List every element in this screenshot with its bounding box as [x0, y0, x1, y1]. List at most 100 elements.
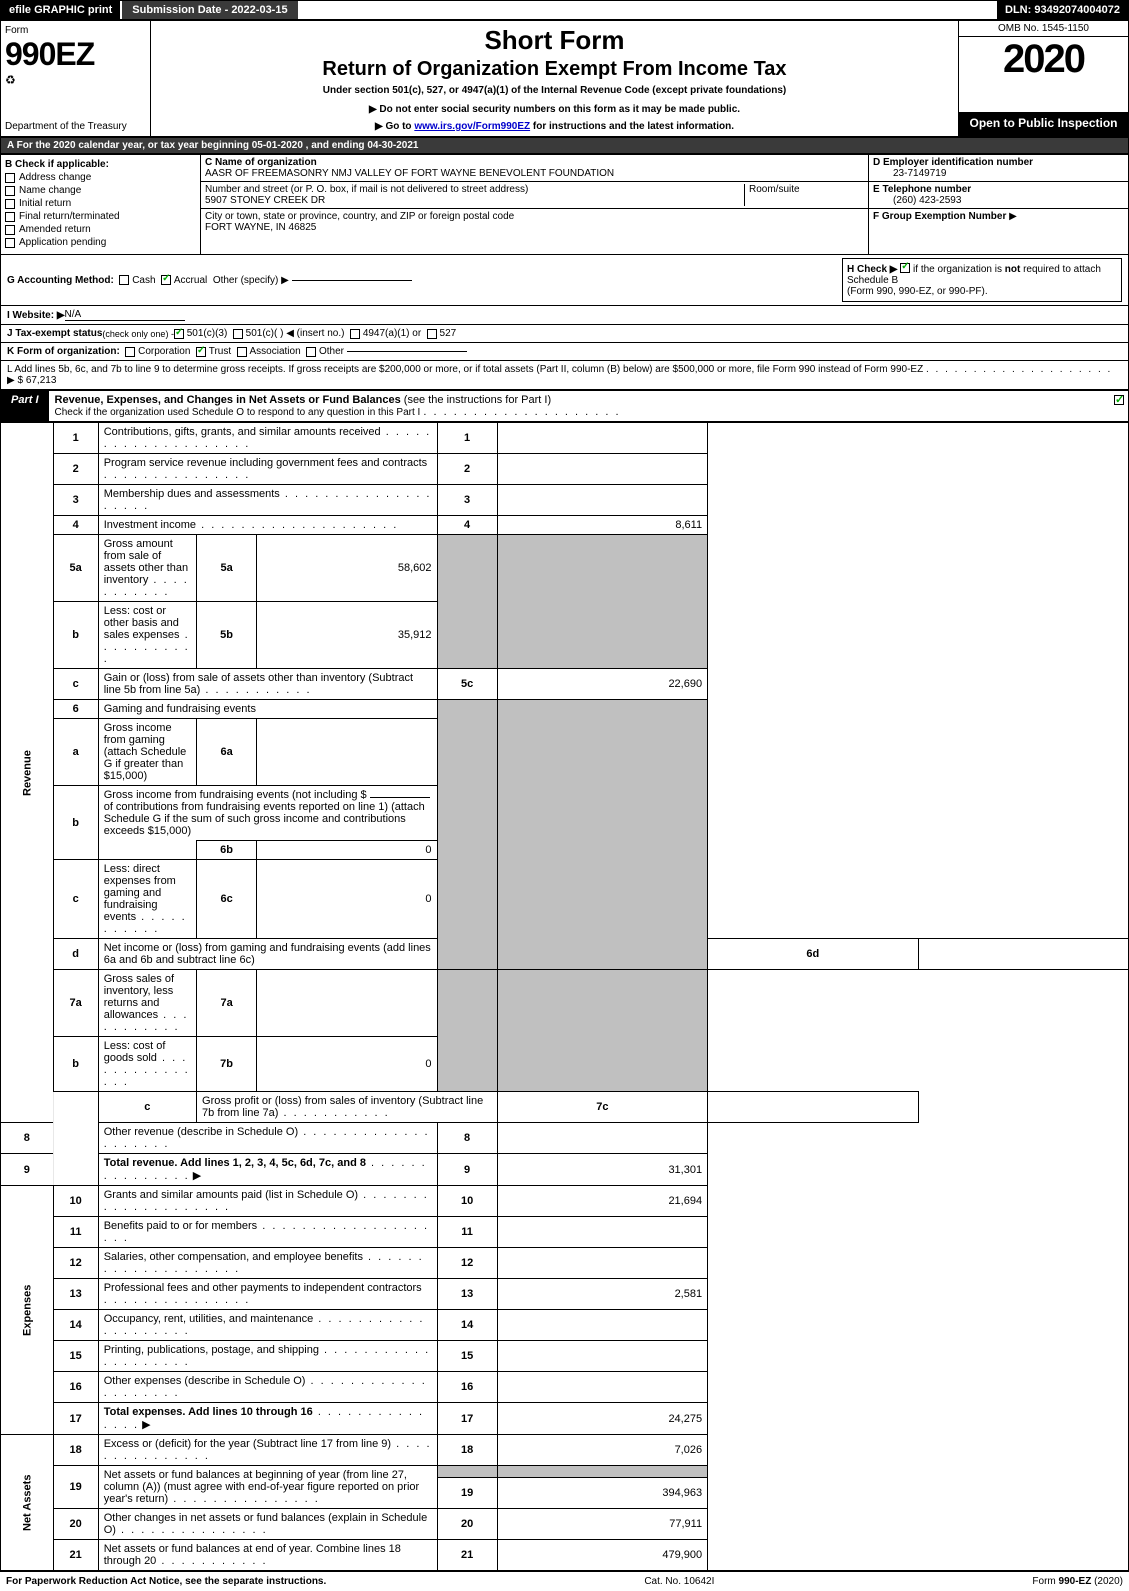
irs-gov-link[interactable]: www.irs.gov/Form990EZ	[414, 121, 530, 132]
inner-label: 7a	[197, 970, 257, 1037]
line-val: 394,963	[497, 1477, 707, 1508]
revenue-side-cont	[53, 1092, 98, 1186]
line-val: 24,275	[497, 1403, 707, 1435]
j-501c-checkbox[interactable]	[233, 329, 243, 339]
line-col: 5c	[437, 669, 497, 700]
line-desc: Salaries, other compensation, and employ…	[104, 1251, 363, 1263]
line-desc: Gross income from gaming (attach Schedul…	[104, 722, 187, 782]
name-change-checkbox[interactable]	[5, 186, 15, 196]
line-col: 18	[437, 1435, 497, 1466]
inner-val: 0	[257, 1037, 437, 1092]
revenue-side-label: Revenue	[1, 423, 54, 1123]
g-h-row: G Accounting Method: Cash ✓ Accrual Othe…	[0, 255, 1129, 306]
line-val	[497, 485, 707, 516]
application-pending-label: Application pending	[19, 237, 106, 248]
initial-return-checkbox[interactable]	[5, 199, 15, 209]
part1-schedule-o-checkbox[interactable]: ✓	[1114, 395, 1124, 405]
grey-cell	[437, 970, 497, 1092]
k-label: K Form of organization:	[7, 346, 120, 357]
line-val	[497, 423, 707, 454]
irs-recycle-icon: ♻	[5, 73, 146, 87]
inner-label: 7b	[197, 1037, 257, 1092]
k-corp-checkbox[interactable]	[125, 347, 135, 357]
h-box: H Check ▶ ✓ if the organization is not r…	[842, 258, 1122, 302]
k-other-checkbox[interactable]	[306, 347, 316, 357]
line-col: 12	[437, 1248, 497, 1279]
k-corp-label: Corporation	[138, 346, 190, 357]
goto-text: ▶ Go to www.irs.gov/Form990EZ for instru…	[155, 121, 954, 132]
line-num: 11	[53, 1217, 98, 1248]
inner-label: 5a	[197, 535, 257, 602]
line-col: 2	[437, 454, 497, 485]
b-label: B Check if applicable:	[5, 159, 196, 170]
line-num: 5a	[53, 535, 98, 602]
other-specify-input[interactable]	[292, 280, 412, 281]
room-suite-label: Room/suite	[744, 184, 864, 206]
accrual-label: Accrual	[174, 275, 207, 286]
part1-check-o-text: Check if the organization used Schedule …	[55, 407, 421, 418]
telephone-value: (260) 423-2593	[873, 195, 1124, 206]
title-right: OMB No. 1545-1150 2020 Open to Public In…	[958, 21, 1128, 136]
section-b-block: B Check if applicable: Address change Na…	[0, 154, 1129, 255]
form-footer-label: Form 990-EZ (2020)	[1032, 1576, 1123, 1587]
k-other-input[interactable]	[347, 351, 467, 352]
j-4947-label: 4947(a)(1) or	[363, 328, 421, 339]
lines-table: Revenue 1 Contributions, gifts, grants, …	[0, 422, 1129, 1571]
arrow-icon: ▶	[142, 1419, 150, 1431]
grey-cell	[437, 700, 497, 970]
part1-sub: (see the instructions for Part I)	[404, 394, 551, 406]
j-527-label: 527	[440, 328, 457, 339]
line-desc: Excess or (deficit) for the year (Subtra…	[104, 1438, 391, 1450]
f-label: F Group Exemption Number	[873, 211, 1006, 222]
line-desc: Program service revenue including govern…	[104, 457, 427, 469]
j-527-checkbox[interactable]	[427, 329, 437, 339]
j-501c-label: 501(c)( ) ◀ (insert no.)	[246, 328, 345, 339]
d-label: D Employer identification number	[873, 157, 1124, 168]
street-label: Number and street (or P. O. box, if mail…	[205, 184, 744, 195]
line-num: 21	[53, 1540, 98, 1571]
do-not-enter-text: ▶ Do not enter social security numbers o…	[155, 104, 954, 115]
cash-checkbox[interactable]	[119, 275, 129, 285]
efile-graphic-print-link[interactable]: efile GRAPHIC print	[1, 1, 120, 19]
return-title: Return of Organization Exempt From Incom…	[155, 58, 954, 81]
k-assoc-checkbox[interactable]	[237, 347, 247, 357]
c-label: C Name of organization	[205, 157, 614, 168]
line-num: 19	[53, 1466, 98, 1509]
j-4947-checkbox[interactable]	[350, 329, 360, 339]
website-value: N/A	[65, 309, 185, 321]
dln-number: DLN: 93492074004072	[997, 1, 1128, 19]
amended-return-checkbox[interactable]	[5, 225, 15, 235]
line-val	[497, 1372, 707, 1403]
k-trust-label: Trust	[209, 346, 231, 357]
address-change-checkbox[interactable]	[5, 173, 15, 183]
application-pending-checkbox[interactable]	[5, 238, 15, 248]
k-trust-checkbox[interactable]: ✓	[196, 347, 206, 357]
h-checkbox[interactable]: ✓	[900, 263, 910, 273]
k-assoc-label: Association	[250, 346, 301, 357]
line-num: 13	[53, 1279, 98, 1310]
line-num: 1	[53, 423, 98, 454]
line-desc: Investment income	[104, 519, 196, 531]
line-num: 3	[53, 485, 98, 516]
line-val	[918, 939, 1128, 970]
j-501c3-checkbox[interactable]: ✓	[174, 329, 184, 339]
final-return-checkbox[interactable]	[5, 212, 15, 222]
line-col: 14	[437, 1310, 497, 1341]
line-desc: Other revenue (describe in Schedule O)	[104, 1126, 298, 1138]
form-label: Form	[5, 25, 146, 36]
line-desc: Grants and similar amounts paid (list in…	[104, 1189, 358, 1201]
page-footer: For Paperwork Reduction Act Notice, see …	[0, 1571, 1129, 1591]
grey-cell	[497, 535, 707, 669]
initial-return-label: Initial return	[19, 198, 71, 209]
l-text: L Add lines 5b, 6c, and 7b to line 9 to …	[7, 364, 923, 375]
contributions-amount-input[interactable]	[370, 797, 430, 798]
inner-label: 5b	[197, 602, 257, 669]
accrual-checkbox[interactable]: ✓	[161, 275, 171, 285]
h-label: H Check ▶	[847, 264, 897, 275]
grey-cell	[437, 1466, 497, 1478]
line-col: 20	[437, 1509, 497, 1540]
line-num: d	[53, 939, 98, 970]
l-value: 67,213	[26, 375, 57, 386]
line-col: 1	[437, 423, 497, 454]
grey-cell	[497, 700, 707, 970]
